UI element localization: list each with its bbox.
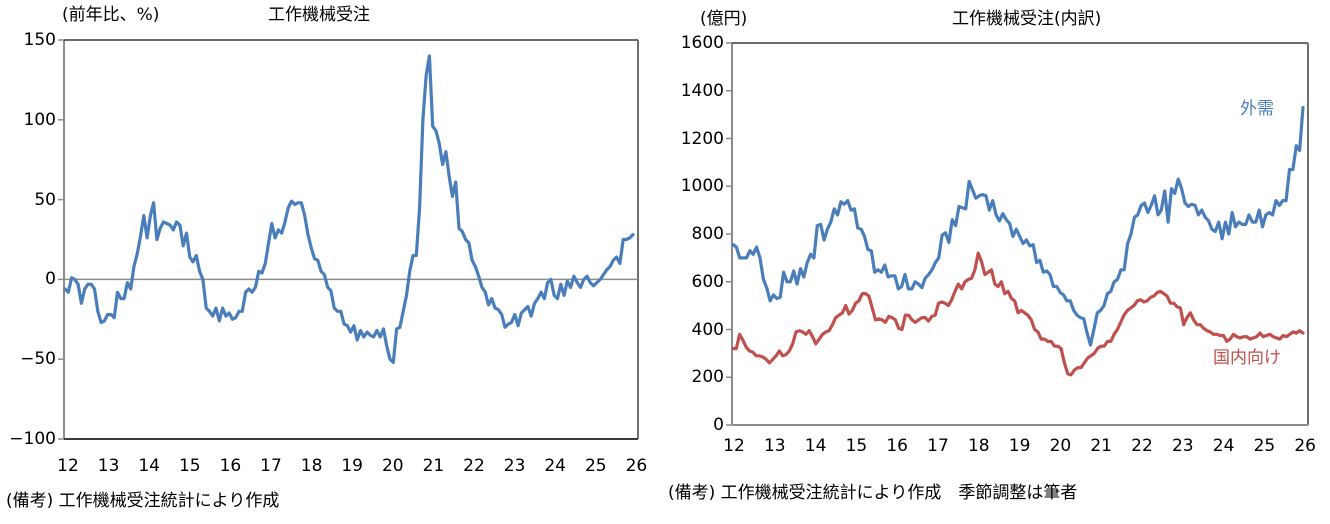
x-tick-label: 18 xyxy=(300,456,323,476)
y-tick-label: 600 xyxy=(691,271,724,292)
y-tick-label: 1000 xyxy=(680,176,724,197)
x-tick-label: 12 xyxy=(723,436,745,456)
x-tick-label: 25 xyxy=(1253,436,1276,456)
x-tick-label: 23 xyxy=(1171,436,1194,456)
x-tick-label: 21 xyxy=(1090,436,1112,456)
x-tick-label: 26 xyxy=(1294,436,1316,456)
chart-yoy-unit: (前年比、%) xyxy=(62,5,160,25)
x-tick-label: 14 xyxy=(804,436,827,456)
x-tick-label: 16 xyxy=(219,456,242,476)
x-tick-label: 19 xyxy=(1008,436,1031,456)
x-tick-label: 13 xyxy=(97,456,120,476)
x-tick-label: 21 xyxy=(422,456,445,476)
y-tick-label: 50 xyxy=(34,189,56,210)
x-tick-label: 15 xyxy=(178,456,201,476)
y-tick-label: 1200 xyxy=(680,128,724,149)
x-tick-label: 22 xyxy=(1131,436,1153,456)
y-tick-label: 100 xyxy=(23,109,56,130)
x-tick-label: 26 xyxy=(625,456,648,476)
x-tick-label: 22 xyxy=(463,456,485,476)
x-tick-label: 16 xyxy=(886,436,908,456)
chart-yoy-note: (備考) 工作機械受注統計により作成 xyxy=(6,491,280,511)
x-tick-label: 15 xyxy=(845,436,868,456)
series-label-foreign: 外需 xyxy=(1240,99,1274,119)
y-tick-label: 0 xyxy=(713,415,724,435)
x-tick-label: 13 xyxy=(763,436,786,456)
chart-breakdown: (億円) 工作機械受注(内訳) 外需 国内向け 1600 1400 1200 1000… xyxy=(660,0,1330,524)
series-line xyxy=(63,54,635,364)
chart-breakdown-plot xyxy=(726,42,1309,426)
chart-yoy: (前年比、%) 工作機械受注 150 100 50 0 −50 −100 12 13 14 15… xyxy=(0,0,660,524)
y-tick-label: 0 xyxy=(45,269,56,290)
x-tick-label: 14 xyxy=(138,456,160,476)
chart-yoy-title: 工作機械受注 xyxy=(268,5,370,25)
y-tick-label: 800 xyxy=(691,224,724,244)
y-tick-label: 1600 xyxy=(680,33,724,53)
series-line xyxy=(731,251,1305,377)
y-tick-label: −100 xyxy=(9,429,56,449)
x-tick-label: 17 xyxy=(260,456,282,476)
x-tick-label: 24 xyxy=(544,456,566,476)
x-tick-label: 24 xyxy=(1212,436,1235,456)
y-tick-label: −50 xyxy=(20,349,56,370)
x-tick-label: 23 xyxy=(503,456,526,476)
y-tick-label: 400 xyxy=(691,319,724,340)
x-tick-label: 20 xyxy=(1049,436,1072,456)
series-line xyxy=(731,105,1305,347)
x-tick-label: 19 xyxy=(341,456,363,476)
chart-breakdown-title: 工作機械受注(内訳) xyxy=(952,9,1102,29)
x-tick-label: 20 xyxy=(381,456,404,476)
y-tick-label: 1400 xyxy=(680,80,724,101)
chart-breakdown-unit: (億円) xyxy=(700,9,748,29)
x-tick-label: 18 xyxy=(967,436,990,456)
y-tick-label: 200 xyxy=(691,367,724,388)
chart-yoy-plot xyxy=(58,39,639,440)
x-tick-label: 25 xyxy=(584,456,607,476)
x-tick-label: 17 xyxy=(927,436,949,456)
y-tick-label: 150 xyxy=(23,30,56,50)
chart-breakdown-note: (備考) 工作機械受注統計により作成 季節調整は筆者 xyxy=(668,483,1078,503)
series-label-domestic: 国内向け xyxy=(1213,348,1281,368)
x-tick-label: 12 xyxy=(57,456,79,476)
